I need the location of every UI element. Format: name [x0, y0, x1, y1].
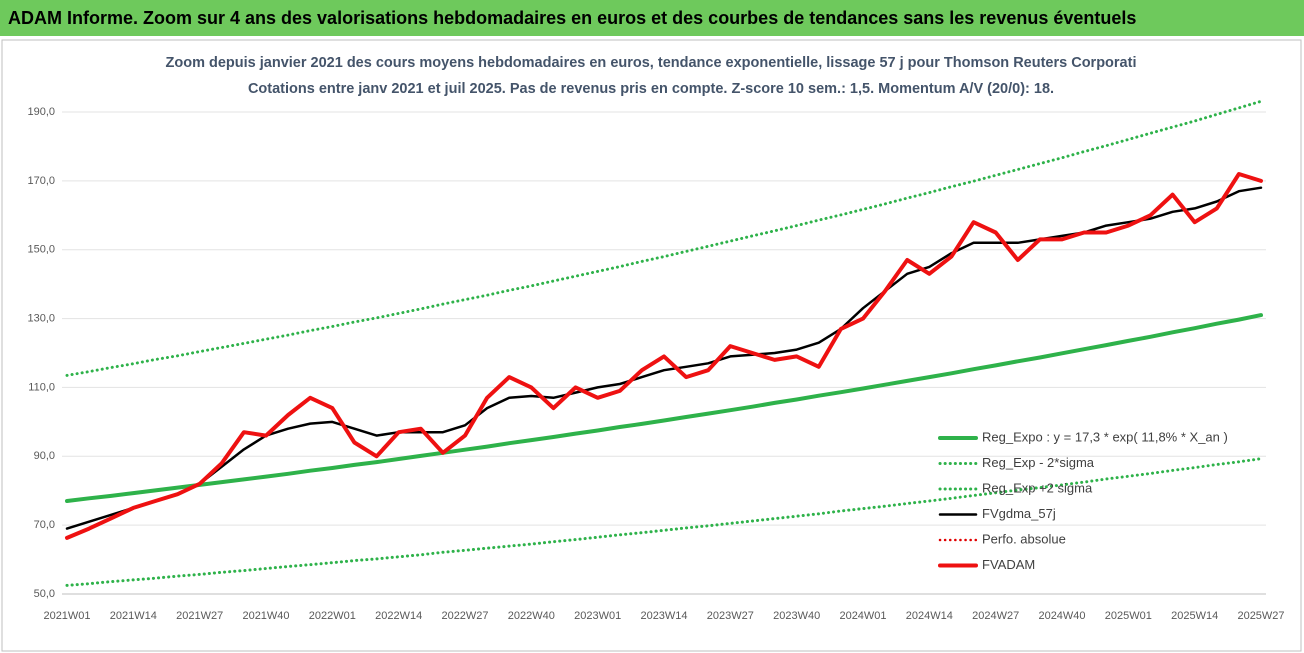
x-tick-label: 2021W40: [242, 610, 289, 622]
x-tick-label: 2021W27: [176, 610, 223, 622]
series-line: [65, 99, 1263, 377]
y-tick-label: 70,0: [34, 519, 55, 531]
legend-label: FVgdma_57j: [982, 506, 1056, 521]
chart-title: ADAM Informe. Zoom sur 4 ans des valoris…: [8, 8, 1136, 28]
y-tick-label: 50,0: [34, 588, 55, 600]
y-tick-label: 110,0: [28, 381, 55, 393]
subtitle: Cotations entre janv 2021 et juil 2025. …: [248, 81, 1054, 97]
series-line: [65, 172, 1263, 540]
x-tick-label: 2025W01: [1105, 610, 1152, 622]
y-tick-label: 90,0: [34, 450, 55, 462]
x-tick-label: 2023W01: [574, 610, 621, 622]
x-tick-label: 2021W01: [43, 610, 90, 622]
x-tick-label: 2022W14: [375, 610, 422, 622]
chart-frame: [1, 39, 1302, 652]
x-tick-label: 2021W14: [110, 610, 157, 622]
x-tick-label: 2023W40: [773, 610, 820, 622]
legend-label: Reg_Exp +2 sigma: [982, 480, 1093, 495]
y-tick-label: 190,0: [27, 106, 55, 118]
x-tick-label: 2022W27: [441, 610, 488, 622]
series-line: [65, 313, 1263, 503]
y-tick-label: 130,0: [27, 312, 55, 324]
subtitle: Zoom depuis janvier 2021 des cours moyen…: [166, 55, 1137, 71]
x-tick-label: 2022W40: [508, 610, 555, 622]
x-tick-label: 2024W40: [1038, 610, 1085, 622]
legend-label: FVADAM: [982, 557, 1035, 572]
x-tick-label: 2024W01: [839, 610, 886, 622]
x-tick-label: 2024W27: [972, 610, 1019, 622]
legend-label: Reg_Expo : y = 17,3 * exp( 11,8% * X_an …: [982, 429, 1228, 444]
x-tick-label: 2022W01: [309, 610, 356, 622]
x-tick-label: 2023W14: [640, 610, 687, 622]
legend-label: Reg_Exp - 2*sigma: [982, 455, 1095, 470]
x-tick-label: 2023W27: [707, 610, 754, 622]
series-line: [65, 457, 1263, 587]
x-tick-label: 2024W14: [906, 610, 953, 622]
y-tick-label: 170,0: [27, 175, 55, 187]
x-tick-label: 2025W14: [1171, 610, 1218, 622]
y-tick-label: 150,0: [27, 244, 55, 256]
title-banner: [0, 0, 1304, 36]
legend-label: Perfo. absolue: [982, 531, 1066, 546]
x-tick-label: 2025W27: [1237, 610, 1284, 622]
